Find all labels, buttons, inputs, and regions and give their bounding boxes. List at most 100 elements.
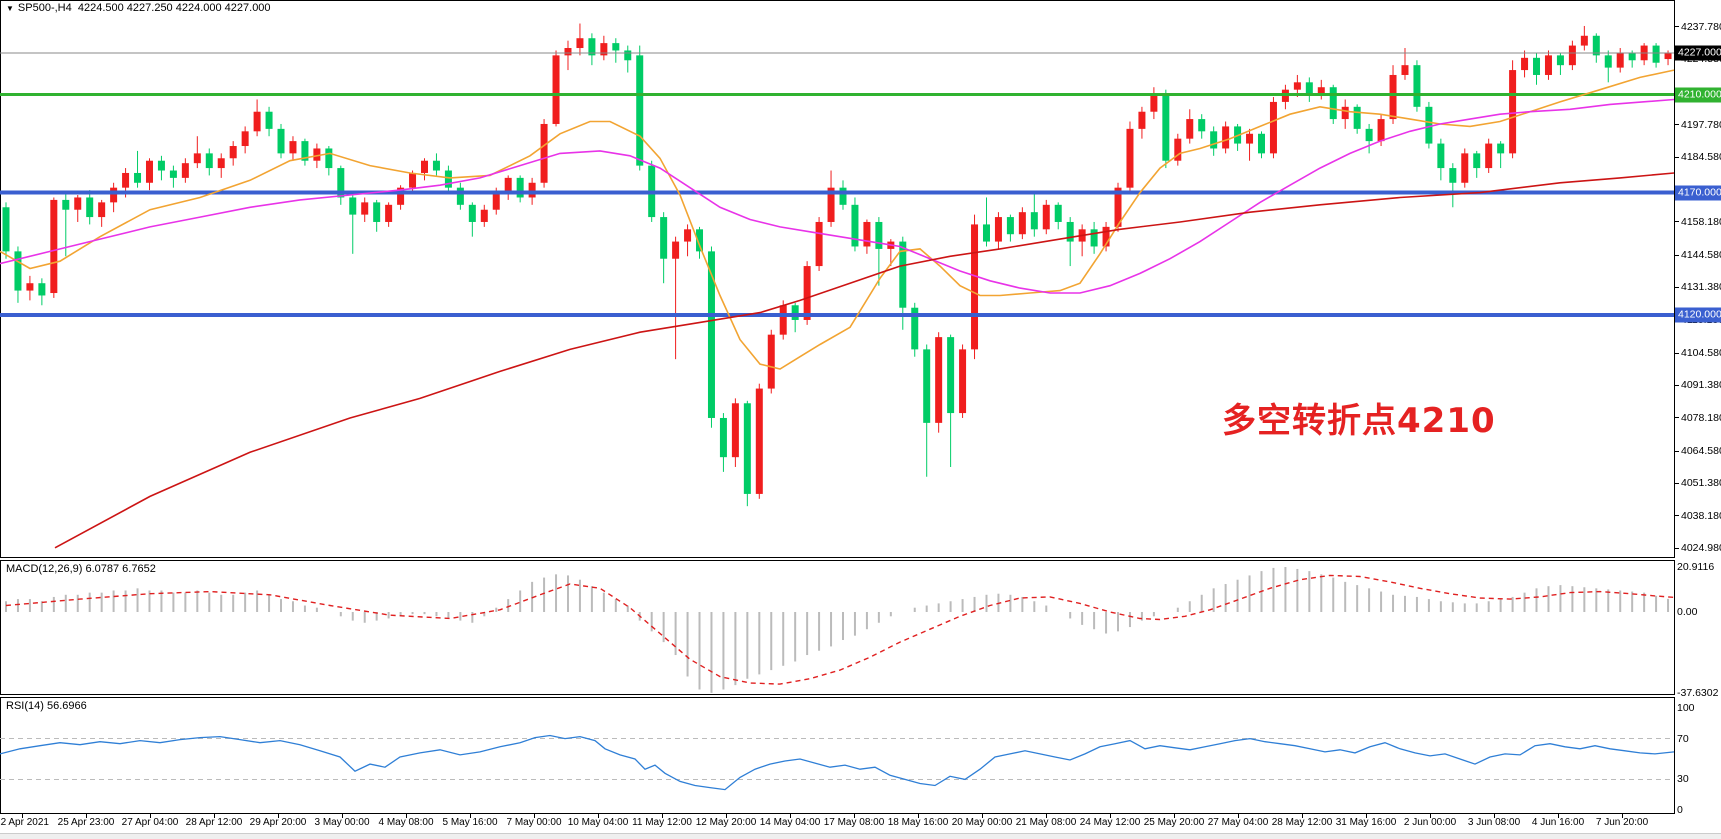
bull-candle — [1042, 204, 1050, 230]
bear-candle — [947, 337, 955, 414]
bear-candle — [1592, 35, 1600, 56]
bull-candle — [1138, 111, 1146, 129]
time-axis-label: 7 Jun 20:00 — [1595, 817, 1649, 828]
price-axis-label: 4104.580 — [1675, 347, 1721, 359]
bull-candle — [181, 163, 189, 178]
bull-candle — [361, 202, 369, 215]
time-axis[interactable]: 22 Apr 2021 25 Apr 23:00 27 Apr 04:00 28 Ap… — [0, 814, 1721, 833]
bull-candle — [122, 172, 130, 188]
macd-axis-label: 0.00 — [1677, 606, 1698, 618]
time-axis-label: 10 May 04:00 — [567, 817, 629, 828]
bear-candle — [1365, 128, 1373, 142]
price-tick-mark — [1675, 450, 1679, 452]
bull-candle — [421, 160, 428, 173]
bear-candle — [1305, 82, 1313, 95]
bull-candle — [600, 43, 608, 56]
bull-candle — [731, 403, 739, 458]
bear-candle — [899, 241, 907, 308]
ma-slow-darkred — [54, 172, 1675, 549]
price-axis[interactable]: 4237.7804224.5804197.7804184.5804158.180… — [1675, 0, 1721, 816]
bear-candle — [1030, 212, 1038, 230]
time-axis-label: 3 Jun 08:00 — [1467, 817, 1521, 828]
time-axis-label: 4 May 08:00 — [378, 817, 434, 828]
price-tick-mark — [1675, 547, 1679, 549]
time-tick-mark — [854, 814, 855, 818]
bear-candle — [1210, 131, 1218, 149]
bear-candle — [791, 305, 799, 320]
main-chart-pane[interactable] — [0, 0, 1675, 558]
time-axis-label: 24 May 12:00 — [1079, 817, 1141, 828]
price-axis-label: 4144.580 — [1675, 249, 1721, 261]
bull-candle — [540, 123, 548, 183]
time-axis-label: 27 May 04:00 — [1207, 817, 1269, 828]
bull-candle — [971, 224, 979, 350]
time-axis-label: 4 Jun 16:00 — [1531, 817, 1585, 828]
time-axis-label: 25 Apr 23:00 — [57, 817, 115, 828]
time-tick-mark — [598, 814, 599, 818]
bear-candle — [1604, 55, 1612, 68]
bull-candle — [110, 187, 118, 203]
bull-candle — [1126, 128, 1134, 188]
blue-level-label-box: 4120.000 — [1675, 307, 1721, 323]
time-axis-label: 5 May 16:00 — [442, 817, 498, 828]
bull-candle — [528, 182, 536, 198]
bull-candle — [50, 199, 58, 294]
bear-candle — [301, 141, 309, 161]
time-axis-label: 2 Jun 00:00 — [1403, 817, 1457, 828]
time-tick-mark — [1430, 814, 1431, 818]
symbol-dropdown-icon[interactable]: ▼ — [6, 4, 14, 13]
bull-candle — [1544, 55, 1552, 75]
bull-candle — [241, 131, 249, 147]
bull-candle — [289, 141, 297, 154]
time-tick-mark — [1046, 814, 1047, 818]
bear-candle — [277, 128, 285, 154]
bull-candle — [1509, 70, 1517, 154]
bull-candle — [480, 209, 488, 222]
price-axis-label: 4237.780 — [1675, 21, 1721, 33]
symbol-name: SP500-,H4 — [17, 2, 72, 14]
price-axis-label: 4197.780 — [1675, 119, 1721, 131]
time-tick-mark — [22, 814, 23, 818]
bull-candle — [827, 187, 835, 222]
bull-candle — [1114, 187, 1122, 227]
bull-candle — [863, 221, 871, 247]
rsi-pane[interactable] — [0, 697, 1675, 814]
bear-candle — [1258, 133, 1265, 154]
bear-candle — [743, 403, 751, 494]
bear-candle — [923, 349, 931, 423]
bear-candle — [1054, 204, 1062, 222]
time-axis-label: 21 May 08:00 — [1015, 817, 1077, 828]
macd-pane[interactable] — [0, 560, 1675, 695]
bull-candle — [253, 111, 261, 132]
bear-candle — [1413, 65, 1421, 107]
bear-candle — [1329, 87, 1337, 120]
bear-candle — [456, 187, 464, 205]
bull-candle — [1377, 119, 1385, 142]
price-axis-label: 4051.380 — [1675, 477, 1721, 489]
bear-candle — [1006, 217, 1014, 235]
time-tick-mark — [662, 814, 663, 818]
time-axis-label: 14 May 04:00 — [759, 817, 821, 828]
bull-candle — [1664, 52, 1672, 60]
bear-candle — [14, 251, 22, 291]
bear-candle — [2, 207, 10, 252]
chart-annotation-text: 多空转折点4210 — [1222, 401, 1496, 441]
symbol-ohlc-values: 4224.500 4227.250 4224.000 4227.000 — [77, 2, 271, 14]
time-tick-mark — [1174, 814, 1175, 818]
time-tick-mark — [470, 814, 471, 818]
rsi-indicator-label: RSI(14) 56.6966 — [6, 700, 87, 712]
bull-candle — [779, 305, 787, 335]
time-axis-label: 12 May 20:00 — [695, 817, 757, 828]
bear-candle — [38, 283, 46, 296]
symbol-info-bar: ▼ SP500-,H4 4224.500 4227.250 4224.000 42… — [6, 2, 271, 14]
bull-candle — [1401, 65, 1409, 75]
time-tick-mark — [1558, 814, 1559, 818]
time-tick-mark — [982, 814, 983, 818]
bear-candle — [516, 177, 524, 198]
time-axis-label: 17 May 08:00 — [823, 817, 885, 828]
bear-candle — [468, 204, 476, 222]
bull-candle — [1389, 74, 1397, 120]
time-tick-mark — [1238, 814, 1239, 818]
price-axis-label: 4091.380 — [1675, 379, 1721, 391]
price-tick-mark — [1675, 515, 1679, 517]
